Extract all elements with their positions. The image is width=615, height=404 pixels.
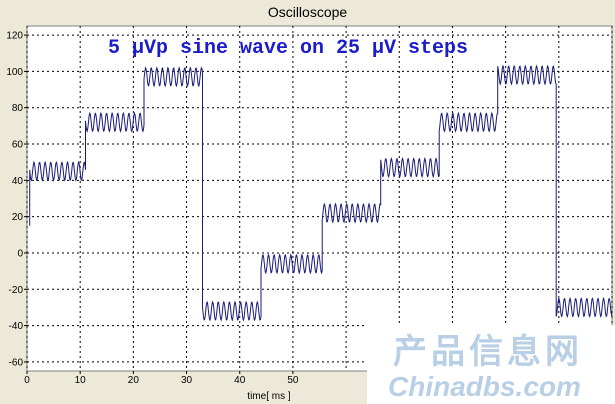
x-tick-label: 0: [24, 375, 30, 386]
x-axis-label: time[ ms ]: [247, 391, 291, 402]
y-tick-label: -60: [9, 357, 24, 368]
x-tick-label: 20: [128, 375, 140, 386]
y-tick-label: -40: [9, 321, 24, 332]
x-tick-label: 10: [75, 375, 87, 386]
y-tick-label: 0: [17, 248, 23, 259]
watermark-english: Chinadbs.com: [388, 371, 581, 402]
y-tick-label: 20: [12, 212, 24, 223]
x-tick-label: 40: [234, 375, 246, 386]
x-tick-label: 30: [181, 375, 193, 386]
plot-area: [27, 26, 612, 371]
y-tick-label: 120: [6, 31, 23, 42]
watermark-logo: 产品信息网 Chinadbs.com: [367, 325, 615, 404]
y-tick-label: 80: [12, 103, 24, 114]
y-tick-label: 60: [12, 140, 24, 151]
chart-annotation: 5 μVp sine wave on 25 μV steps: [108, 37, 468, 60]
y-tick-label: 40: [12, 176, 24, 187]
y-tick-label: 100: [6, 67, 23, 78]
watermark-chinese: 产品信息网: [393, 332, 583, 372]
x-tick-label: 50: [287, 375, 299, 386]
y-tick-label: -20: [9, 285, 24, 296]
